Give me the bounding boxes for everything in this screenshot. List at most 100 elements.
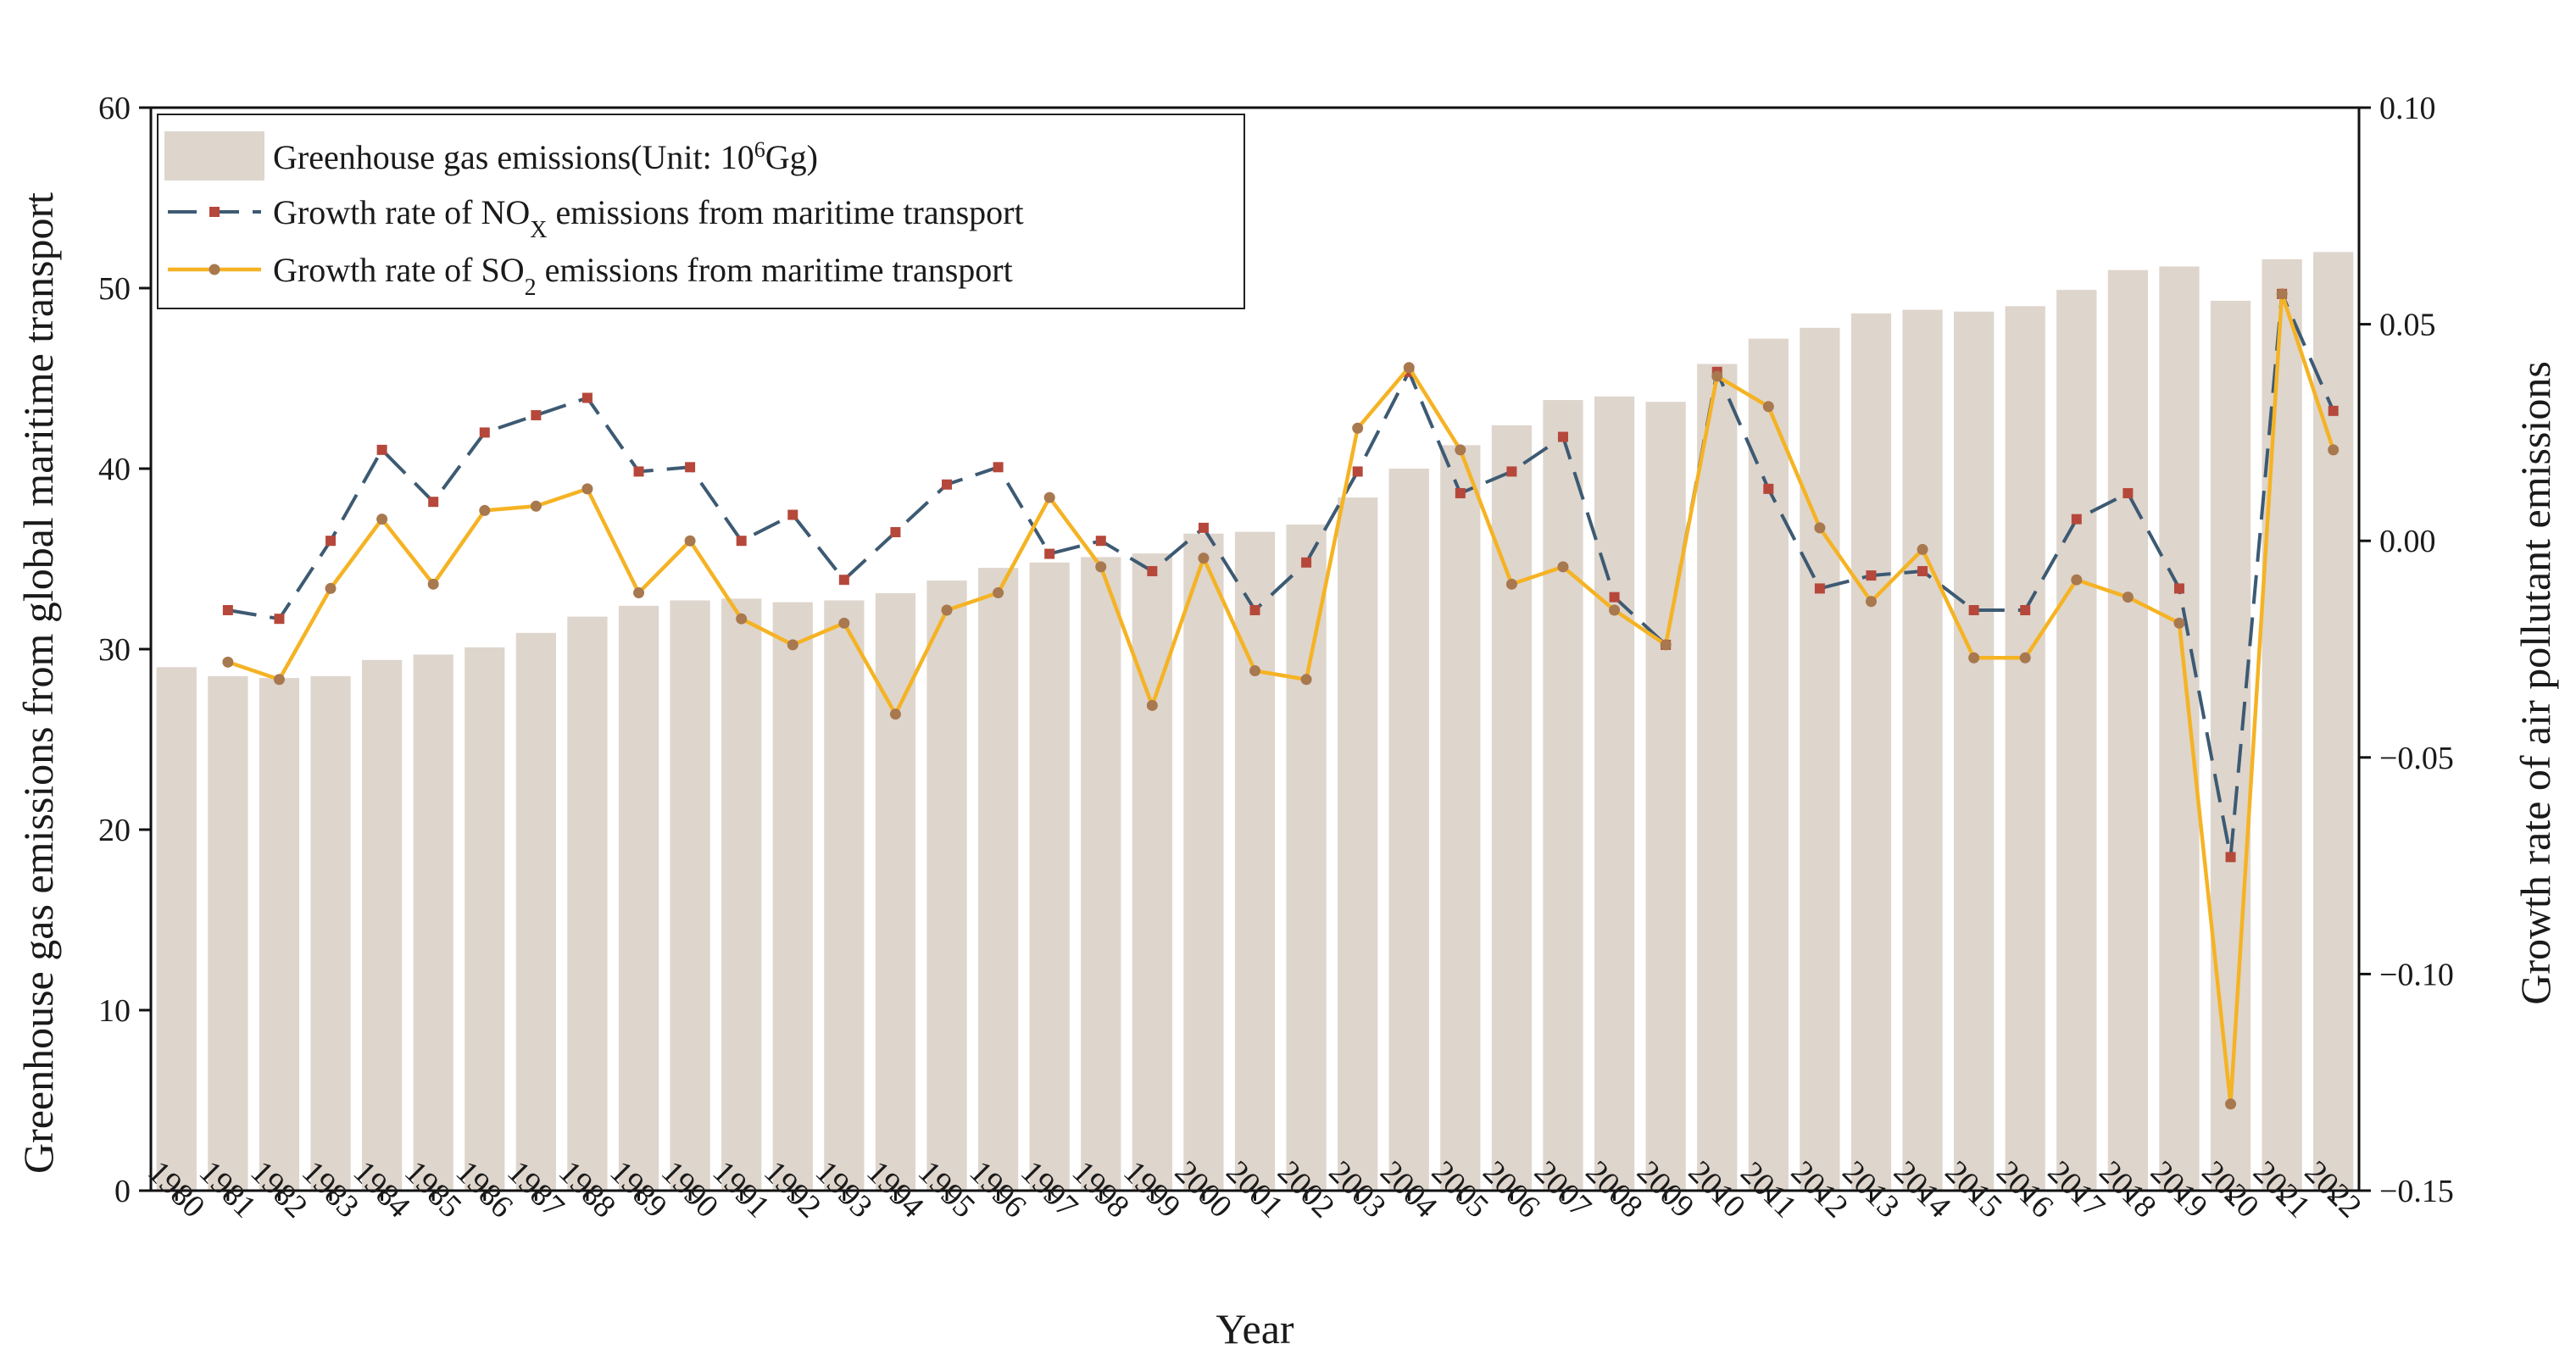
bar-2016 <box>2005 306 2045 1191</box>
point-nox-2006 <box>1506 466 1517 477</box>
x-tick-label-2020: 2020 <box>2195 1154 2265 1225</box>
line-so2 <box>227 292 2335 1107</box>
bar-1986 <box>465 647 505 1191</box>
bar-2006 <box>1491 425 1533 1191</box>
point-nox-2011 <box>1763 483 1774 494</box>
legend-nox-post: emissions from maritime transport <box>547 193 1023 231</box>
point-so2-1990 <box>684 535 696 547</box>
line-nox <box>227 292 2335 859</box>
legend-bars-main: Greenhouse gas emissions(Unit: 10 <box>273 138 754 176</box>
point-nox-2005 <box>1455 487 1466 498</box>
point-so2-1997 <box>1043 492 1055 503</box>
point-so2-1988 <box>581 483 593 495</box>
point-nox-1989 <box>633 466 644 477</box>
y-left-tick-label-0: 0 <box>114 1174 131 1209</box>
point-so2-2002 <box>1300 674 1312 686</box>
legend-swatch-bars <box>164 131 264 181</box>
point-so2-2019 <box>2173 617 2185 629</box>
point-nox-2008 <box>1609 592 1620 603</box>
bar-1995 <box>926 580 967 1191</box>
point-so2-1982 <box>273 674 285 686</box>
point-so2-2005 <box>1455 444 1466 456</box>
y-left-tick-label-20: 20 <box>98 813 131 848</box>
point-nox-2002 <box>1301 557 1312 568</box>
x-tick-label-2008: 2008 <box>1578 1154 1649 1225</box>
bar-2014 <box>1902 309 1943 1191</box>
bar-2004 <box>1388 469 1429 1191</box>
point-so2-1984 <box>376 514 388 525</box>
point-nox-1996 <box>993 462 1004 473</box>
point-so2-2004 <box>1403 362 1415 374</box>
bar-1980 <box>156 667 197 1191</box>
bar-1985 <box>413 654 453 1191</box>
point-so2-2017 <box>2071 574 2083 586</box>
point-so2-2021 <box>2276 288 2288 300</box>
bar-1982 <box>259 678 300 1191</box>
x-tick-label-1990: 1990 <box>654 1154 725 1225</box>
point-nox-1985 <box>428 497 439 508</box>
legend-so2-post: emissions from maritime transport <box>537 251 1013 289</box>
point-so2-1992 <box>787 639 798 651</box>
bar-2013 <box>1850 313 1892 1191</box>
legend-so2-pre: Growth rate of SO <box>273 251 525 289</box>
x-tick-label-1983: 1983 <box>295 1154 365 1225</box>
y-left-tick-label-10: 10 <box>98 993 131 1029</box>
x-tick-label-2009: 2009 <box>1630 1154 1700 1225</box>
point-so2-1989 <box>633 587 645 599</box>
legend-bars-tail: Gg) <box>765 138 818 176</box>
point-nox-1990 <box>685 462 696 473</box>
point-so2-1981 <box>222 656 234 668</box>
y-right-tick-label-4: 0.05 <box>2379 308 2436 343</box>
point-nox-2015 <box>1968 604 1979 615</box>
legend-marker-nox <box>209 207 220 217</box>
point-so2-1993 <box>838 617 850 629</box>
point-so2-2008 <box>1609 604 1621 616</box>
point-so2-2018 <box>2122 592 2134 603</box>
point-nox-1981 <box>222 604 233 615</box>
point-nox-1982 <box>274 614 285 625</box>
point-nox-2001 <box>1249 604 1260 615</box>
point-so2-1996 <box>993 587 1004 599</box>
point-nox-1998 <box>1095 536 1106 547</box>
x-tick-label-2014: 2014 <box>1887 1154 1957 1225</box>
point-nox-2000 <box>1198 522 1209 533</box>
bar-1999 <box>1132 553 1172 1191</box>
y-axis-title-left: Greenhouse gas emissions from global mar… <box>14 192 62 1174</box>
bar-1981 <box>208 675 248 1191</box>
point-so2-2011 <box>1762 401 1774 413</box>
x-tick-label-1988: 1988 <box>552 1154 622 1225</box>
y-axis-title-right: Growth rate of air pollutant emissions <box>2512 361 2559 1005</box>
y-left-tick-label-40: 40 <box>98 452 131 487</box>
point-nox-2007 <box>1557 431 1568 442</box>
x-tick-label-1984: 1984 <box>347 1154 417 1225</box>
bar-2000 <box>1183 533 1224 1191</box>
point-so2-1983 <box>325 582 337 594</box>
x-tick-label-1986: 1986 <box>449 1154 520 1225</box>
y-right-tick-label-1: −0.10 <box>2379 957 2454 992</box>
legend-label-bars: Greenhouse gas emissions(Unit: 106Gg) <box>273 137 818 177</box>
bar-1987 <box>515 632 556 1191</box>
point-so2-1985 <box>427 578 439 590</box>
point-nox-1991 <box>736 536 747 547</box>
bar-2022 <box>2313 252 2354 1191</box>
point-so2-2012 <box>1814 522 1826 534</box>
point-so2-2009 <box>1660 639 1672 651</box>
y-right-tick-label-3: 0.00 <box>2379 524 2436 559</box>
point-so2-2015 <box>1968 652 1980 664</box>
point-nox-1986 <box>479 427 490 438</box>
bar-2007 <box>1543 400 1583 1191</box>
bar-2005 <box>1440 445 1481 1191</box>
x-tick-label-1989: 1989 <box>603 1154 673 1225</box>
point-nox-1992 <box>787 509 798 520</box>
lines-layer <box>222 288 2340 1110</box>
legend-so2-sub: 2 <box>525 275 537 301</box>
legend-box <box>157 114 1245 309</box>
x-tick-label-2004: 2004 <box>1373 1154 1444 1225</box>
point-nox-1994 <box>890 526 901 537</box>
bar-1997 <box>1029 562 1070 1191</box>
y-left-tick-label-60: 60 <box>98 91 131 126</box>
point-so2-2014 <box>1917 543 1928 555</box>
bar-1983 <box>310 675 351 1191</box>
x-tick-label-2021: 2021 <box>2246 1154 2317 1225</box>
